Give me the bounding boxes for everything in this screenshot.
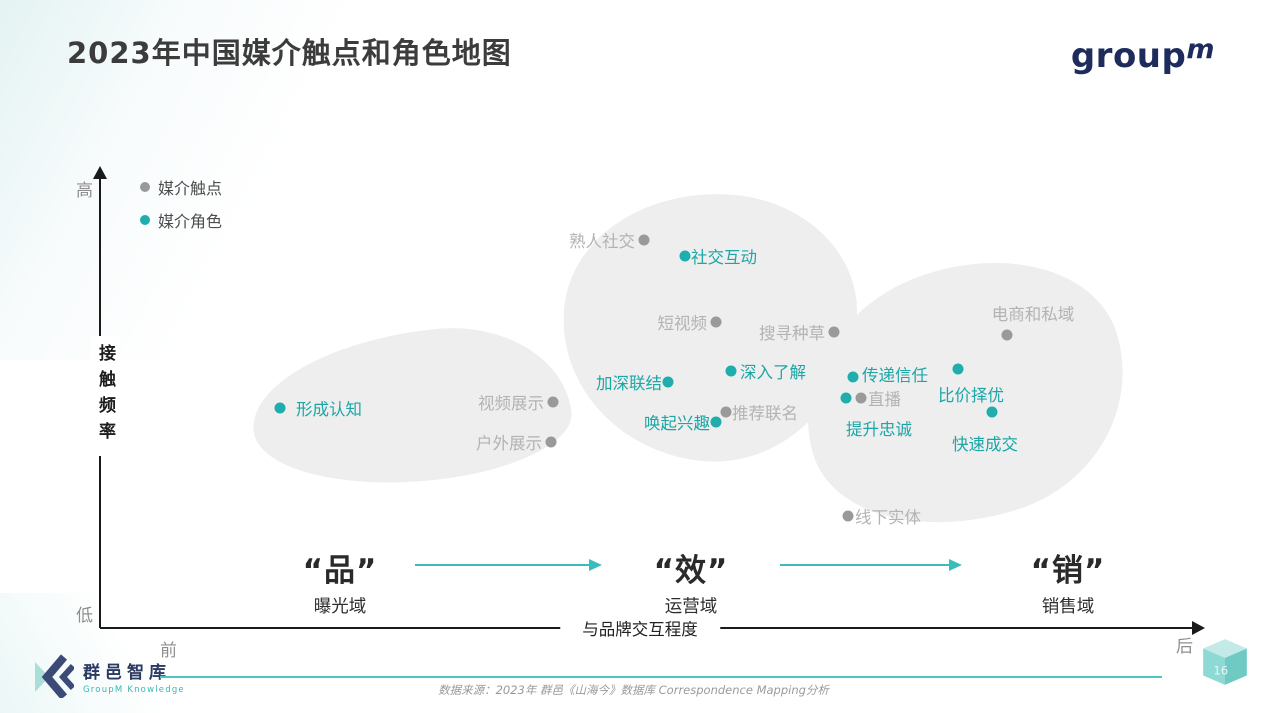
touchpoint-dot [828, 326, 840, 338]
page-title: 2023年中国媒介触点和角色地图 [67, 36, 512, 70]
stage-domain: 曝光域 [313, 597, 367, 617]
data-source-note: 数据来源：2023年 群邑《山海今》数据库 Correspondence Map… [438, 683, 829, 697]
stage-tag: “销” [1030, 553, 1106, 589]
role-dot [725, 365, 737, 377]
touchpoint-label: 户外展示 [476, 434, 542, 453]
role-dot [274, 402, 286, 414]
touchpoint-label: 熟人社交 [569, 232, 635, 251]
touchpoint-label: 电商和私域 [991, 305, 1075, 324]
stage-domain: 销售域 [1041, 597, 1095, 617]
x-axis-title: 与品牌交互程度 [560, 614, 720, 642]
role-label: 比价择优 [938, 386, 1004, 405]
touchpoint-dot [710, 316, 722, 328]
touchpoint-dot [547, 396, 559, 408]
x-axis-front-label: 前 [160, 641, 177, 661]
role-label: 快速成交 [952, 435, 1018, 454]
stage-tag: “效” [653, 553, 729, 589]
brand-name-cn: 群邑智库 [83, 662, 171, 683]
touchpoint-label: 线下实体 [855, 508, 921, 527]
groupm-knowledge-mark-icon [35, 654, 74, 698]
groupm-knowledge-logo: 群邑智库 GroupM Knowledge [34, 654, 185, 698]
role-dot [840, 392, 852, 404]
role-dot [952, 363, 964, 375]
role-dot-icon [140, 215, 150, 225]
legend-label: 媒介触点 [158, 179, 223, 198]
legend-item-touchpoint: 媒介触点 [140, 175, 222, 199]
y-axis-arrowhead-icon [93, 166, 107, 179]
x-axis-back-label: 后 [1176, 637, 1193, 657]
role-dot [679, 250, 691, 262]
role-label: 深入了解 [740, 363, 806, 382]
legend: 媒介触点 媒介角色 [140, 175, 222, 241]
touchpoint-dot-icon [140, 182, 150, 192]
touchpoint-dot [638, 234, 650, 246]
groupm-logo: groupm [1070, 34, 1215, 76]
role-label: 提升忠诚 [846, 420, 912, 439]
touchpoint-dot [720, 406, 732, 418]
page-number-cube-icon: 16 [1203, 639, 1247, 685]
role-label: 传递信任 [862, 366, 928, 385]
footer-divider [160, 676, 1162, 678]
y-axis-low-label: 低 [76, 606, 93, 626]
x-axis-arrowhead-icon [1192, 621, 1205, 635]
stage-arrow-icon [415, 559, 602, 571]
touchpoint-label: 视频展示 [478, 394, 544, 413]
role-dot [986, 406, 998, 418]
role-label: 加深联结 [596, 374, 662, 393]
y-axis-title: 接触频率 [91, 336, 120, 456]
brand-name-en: GroupM Knowledge [83, 684, 185, 695]
role-label: 形成认知 [296, 400, 362, 419]
y-axis-high-label: 高 [76, 181, 93, 201]
touchpoint-label: 直播 [868, 390, 901, 409]
role-dot [847, 371, 859, 383]
touchpoint-label: 短视频 [657, 314, 708, 333]
touchpoint-dot [1001, 329, 1013, 341]
stage-tag: “品” [302, 553, 378, 589]
touchpoint-label: 推荐联名 [732, 404, 798, 423]
stage-exposure: “品” 曝光域 [303, 545, 378, 618]
stage-arrow-icon [780, 559, 962, 571]
legend-item-role: 媒介角色 [140, 208, 222, 232]
touchpoint-label: 搜寻种草 [759, 324, 825, 343]
touchpoint-dot [545, 436, 557, 448]
stage-domain: 运营域 [664, 597, 718, 617]
stage-operation: “效” 运营域 [654, 545, 729, 618]
role-label: 唤起兴趣 [644, 414, 710, 433]
stage-sales: “销” 销售域 [1031, 545, 1106, 618]
page-number: 16 [1214, 663, 1229, 677]
role-label: 社交互动 [691, 248, 757, 267]
legend-label: 媒介角色 [158, 212, 223, 231]
role-dot [710, 416, 722, 428]
touchpoint-dot [855, 392, 867, 404]
touchpoint-dot [842, 510, 854, 522]
role-dot [662, 376, 674, 388]
